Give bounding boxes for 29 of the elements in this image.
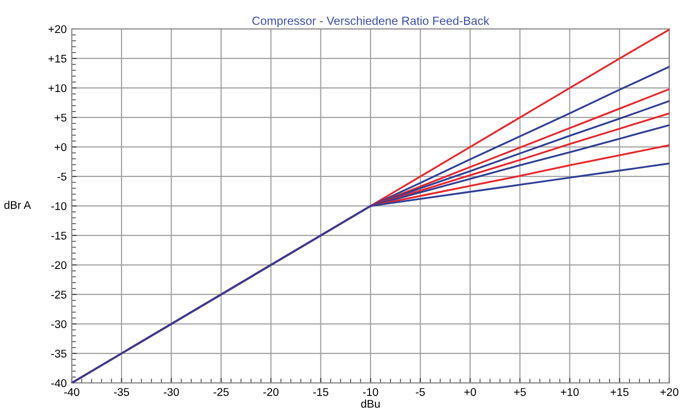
x-tick-label: -40: [64, 388, 80, 396]
x-tick-label: -35: [114, 388, 130, 396]
x-axis-title: dBu: [361, 400, 380, 408]
y-tick-label: -10: [51, 202, 66, 210]
x-tick-label: -30: [164, 388, 179, 396]
y-tick-label: -40: [51, 379, 66, 388]
chart-title: Compressor - Verschiedene Ratio Feed-Back: [252, 16, 490, 28]
x-tick-label: -15: [313, 388, 328, 396]
y-tick-label: +10: [48, 84, 66, 92]
x-tick-label: +15: [610, 388, 628, 396]
y-tick-label: -35: [51, 350, 66, 358]
y-tick-label: +20: [48, 25, 66, 34]
y-tick-label: -5: [57, 172, 66, 181]
y-tick-label: +15: [48, 54, 66, 63]
y-tick-label: -30: [51, 320, 66, 328]
x-tick-label: -20: [263, 388, 279, 396]
x-tick-label: -25: [214, 388, 229, 396]
y-axis-title: dBr A: [4, 200, 32, 209]
x-tick-label: +5: [514, 388, 526, 396]
x-tick-label: -10: [362, 388, 378, 396]
y-tick-label: -20: [51, 261, 66, 270]
y-tick-label: +0: [54, 143, 66, 152]
x-tick-label: -5: [416, 388, 425, 396]
y-tick-label: -15: [51, 232, 66, 240]
y-tick-label: -25: [51, 290, 66, 299]
x-tick-label: +0: [464, 388, 476, 396]
x-tick-label: +20: [660, 388, 678, 396]
x-tick-label: +10: [560, 388, 579, 396]
y-tick-label: +5: [54, 114, 66, 122]
